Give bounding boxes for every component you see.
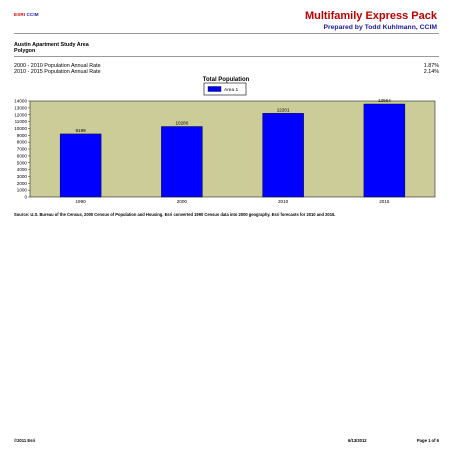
- logo-ccim-text: CCIM: [26, 12, 39, 17]
- bar: [161, 126, 203, 198]
- y-tick-label: 11000: [15, 119, 28, 124]
- y-tick-label: 13000: [14, 105, 27, 110]
- source-note: Source: U.S. Bureau of the Census, 2000 …: [14, 212, 336, 217]
- y-tick-label: 0: [24, 195, 27, 200]
- rate-row: 2010 - 2015 Population Annual Rate 2.14%: [14, 69, 439, 77]
- x-tick-label: 2010: [278, 199, 289, 204]
- rate-row: 2000 - 2010 Population Annual Rate 1.87%: [14, 63, 439, 71]
- study-area-name: Austin Apartment Study Area: [14, 42, 89, 48]
- bar-data-label: 10280: [175, 121, 188, 126]
- header-divider: [14, 33, 439, 34]
- brand-logo: ESRI CCIM: [14, 12, 39, 17]
- y-tick-label: 1000: [17, 188, 28, 193]
- y-tick-label: 14000: [14, 99, 27, 104]
- footer-page-number: Page 1 of 6: [416, 438, 439, 443]
- bar-data-label: 12201: [277, 108, 290, 113]
- section-divider: [14, 56, 439, 57]
- y-tick-label: 7000: [17, 147, 28, 152]
- bar-data-label: 9199: [76, 128, 87, 133]
- y-tick-label: 8000: [17, 140, 28, 145]
- x-tick-label: 2000: [177, 199, 188, 204]
- bar: [262, 113, 304, 198]
- footer-copyright: ©2011 Esri: [14, 438, 36, 443]
- x-tick-label: 2015: [379, 199, 390, 204]
- x-tick-label: 1990: [76, 199, 87, 204]
- y-tick-label: 2000: [17, 181, 28, 186]
- bar: [59, 133, 102, 198]
- y-tick-label: 3000: [17, 174, 28, 179]
- legend-box: [203, 82, 247, 96]
- chart-title: Total Population: [203, 77, 250, 83]
- prepared-by: Prepared by Todd Kuhlmann, CCIM: [323, 24, 437, 31]
- rate-value: 2.14%: [423, 69, 439, 75]
- report-title: Multifamily Express Pack: [304, 10, 437, 22]
- y-tick-label: 6000: [17, 153, 28, 158]
- population-chart: Total Population Area 1 0 1000 2000 3000 4000 5…: [14, 74, 439, 208]
- rate-label: 2010 - 2015 Population Annual Rate: [14, 69, 101, 75]
- y-tick-label: 4000: [17, 167, 28, 172]
- rate-label: 2000 - 2010 Population Annual Rate: [14, 63, 101, 69]
- legend-label: Area 1: [224, 87, 238, 93]
- bar-data-label: 13564: [378, 98, 391, 103]
- y-tick-label: 12000: [14, 112, 27, 117]
- rate-value: 1.87%: [423, 63, 439, 69]
- legend-swatch: [207, 86, 222, 92]
- y-tick-label: 9000: [17, 133, 28, 138]
- chart-svg: Total Population Area 1 0 1000 2000 3000 4000 5…: [14, 77, 436, 204]
- study-area-type: Polygon: [14, 48, 36, 54]
- y-tick-label: 10000: [14, 126, 27, 131]
- logo-esri-text: ESRI: [14, 12, 26, 17]
- y-tick-label: 5000: [17, 160, 28, 165]
- bar: [363, 103, 406, 198]
- footer-date: 6/13/2012: [348, 438, 367, 443]
